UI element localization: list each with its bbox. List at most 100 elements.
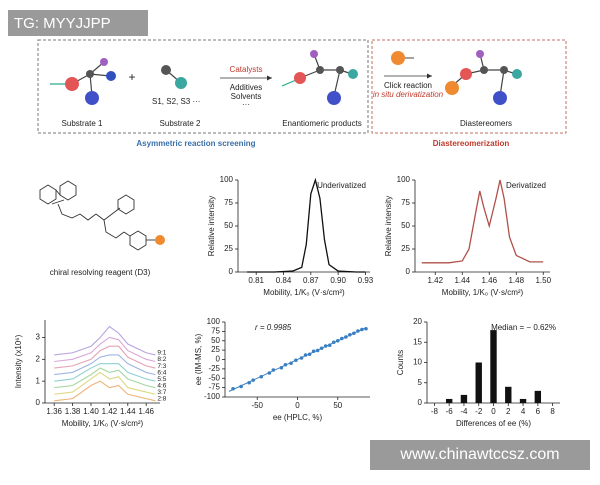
x-tick-label: -2 (475, 407, 483, 416)
line-series (54, 371, 156, 395)
y-tick-label: 0 (216, 355, 221, 364)
annotation: Median = − 0.62% (491, 323, 556, 332)
y-axis-label: Intensity (x10⁶) (14, 334, 23, 388)
x-tick-label: 1.50 (535, 276, 551, 285)
y-tick-label: 25 (224, 244, 233, 253)
x-tick-label: 1.44 (120, 407, 136, 416)
y-tick-label: 2 (36, 354, 41, 363)
scatter-point (289, 361, 293, 366)
y-tick-label: -100 (204, 392, 221, 401)
arrow-head (427, 73, 432, 79)
x-tick-label: 1.46 (481, 276, 497, 285)
x-tick-label: -6 (446, 407, 454, 416)
scatter-point (331, 340, 336, 345)
series-label: 5:5 (157, 376, 166, 383)
x-tick-label: -8 (431, 407, 439, 416)
click-label: Click reaction (384, 81, 432, 90)
watermark-box (370, 440, 590, 470)
line-series (54, 363, 156, 382)
x-tick-label: 0.81 (248, 276, 264, 285)
y-axis-label: Relative intensity (384, 196, 393, 256)
substrate2-drawing (161, 65, 187, 89)
substrate1-label: Substrate 1 (62, 119, 103, 128)
line-series (421, 179, 544, 264)
x-tick-label: 50 (333, 401, 342, 410)
series-label: 3:7 (157, 389, 166, 396)
scatter-point (364, 326, 368, 331)
dots-label: ··· (242, 100, 250, 109)
scatter-point (259, 374, 264, 379)
y-tick-label: 1 (36, 376, 41, 385)
x-tick-label: -50 (251, 401, 263, 410)
scatter-point (294, 358, 298, 363)
x-tick-label: 0.93 (358, 276, 374, 285)
y-tick-label: 0 (418, 398, 423, 407)
substrates-label: S1, S2, S3 ··· (152, 97, 200, 106)
line-series (54, 380, 156, 402)
scatter-point (319, 346, 324, 351)
axis (44, 320, 160, 404)
line-series (54, 336, 156, 363)
watermark: www.chinawtccsz.com (399, 446, 559, 463)
x-tick-label: 0 (491, 407, 496, 416)
arrow-head (267, 75, 272, 81)
line-series (54, 367, 156, 389)
solvents-label: Solvents (231, 92, 262, 101)
screening-caption: Asymmetric reaction screening (136, 139, 255, 148)
scatter-point (271, 368, 276, 372)
scatter-point (279, 365, 284, 370)
line-series (54, 345, 156, 369)
histogram-bar (505, 386, 512, 403)
line-series (54, 354, 156, 376)
histogram-bar (475, 362, 482, 403)
diastereomer-drawing (445, 50, 522, 105)
x-tick-label: 1.40 (83, 407, 99, 416)
scatter-point (344, 335, 348, 339)
histogram-bar (519, 398, 527, 403)
x-tick-label: 6 (536, 407, 541, 416)
y-tick-label: -25 (208, 364, 220, 373)
x-tick-label: 1.48 (508, 276, 524, 285)
scatter-point (303, 353, 308, 357)
x-tick-label: -4 (460, 407, 468, 416)
histogram-bar (534, 390, 542, 403)
y-tick-label: 100 (220, 175, 234, 184)
y-axis-label: Counts (396, 350, 405, 375)
scatter-point (231, 386, 235, 391)
scatter-point (348, 332, 352, 337)
y-tick-label: 5 (418, 378, 423, 387)
product-drawing (281, 50, 358, 105)
x-axis-label: ee (HPLC, %) (273, 413, 323, 422)
diastereomers-label: Diastereomers (460, 119, 512, 128)
derivatization-frame (371, 39, 567, 134)
y-tick-label: 75 (401, 198, 410, 207)
scatter-point (340, 336, 344, 341)
histogram-bar (460, 394, 468, 403)
x-tick-label: 1.36 (46, 407, 62, 416)
reagent-icon (391, 51, 414, 65)
scatter-point (352, 331, 356, 336)
histogram-bar (445, 398, 453, 403)
y-tick-label: 10 (413, 358, 422, 367)
y-tick-label: -50 (208, 373, 220, 382)
substrate2-label: Substrate 2 (160, 119, 201, 128)
additives-label: Additives (230, 83, 262, 92)
x-axis-label: Mobility, 1/K₀ (V·s/cm²) (62, 419, 144, 428)
reagent-label: chiral resolving reagent (D3) (50, 268, 151, 277)
y-tick-label: 0 (406, 267, 411, 276)
series-label: 9:1 (157, 350, 166, 357)
scatter-point (299, 356, 304, 360)
y-tick-label: 15 (413, 337, 422, 346)
scatter-point (360, 327, 364, 332)
scatter-point (311, 349, 316, 354)
x-tick-label: 8 (550, 407, 555, 416)
y-tick-label: 0 (36, 398, 41, 407)
scatter-point (247, 380, 251, 385)
series-label: 6:4 (157, 369, 166, 376)
scatter-point (327, 343, 332, 348)
screening-frame (37, 39, 369, 134)
y-tick-label: 20 (413, 317, 422, 326)
x-tick-label: 0.84 (276, 276, 292, 285)
x-tick-label: 1.42 (427, 276, 443, 285)
scatter-point (356, 329, 360, 333)
